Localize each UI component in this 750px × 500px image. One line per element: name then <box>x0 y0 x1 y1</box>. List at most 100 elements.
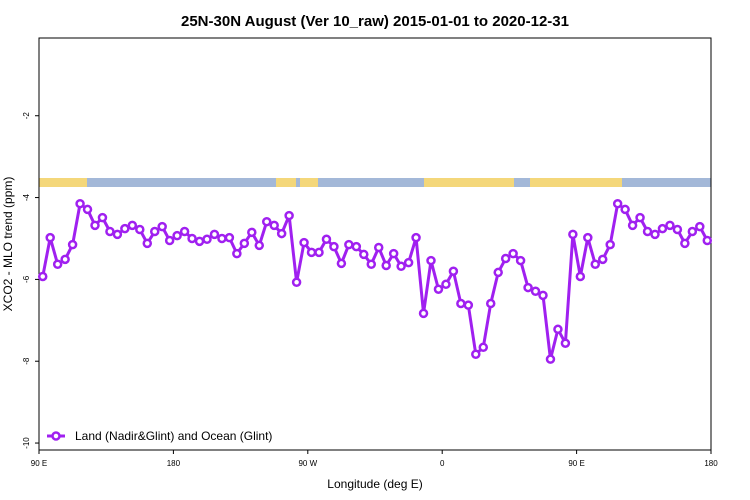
land-band <box>39 178 87 187</box>
point <box>411 232 421 243</box>
point <box>75 198 85 209</box>
y-tick-label: -6 <box>22 275 31 283</box>
point <box>299 237 309 248</box>
point <box>217 233 227 244</box>
ocean-band <box>39 178 711 187</box>
point <box>627 220 638 231</box>
point <box>187 233 197 244</box>
point <box>247 227 257 238</box>
point <box>291 277 302 288</box>
point <box>261 216 272 227</box>
x-tick-label: 180 <box>704 459 718 468</box>
x-tick-label: 90 E <box>568 459 584 468</box>
point <box>157 221 167 232</box>
x-tick-label: 90 W <box>298 459 317 468</box>
point <box>702 235 713 246</box>
point <box>448 266 459 276</box>
point <box>433 284 444 294</box>
point <box>67 239 78 250</box>
point <box>441 279 451 290</box>
point <box>478 342 489 353</box>
land-band <box>300 178 318 187</box>
point <box>90 220 100 231</box>
point <box>60 254 70 265</box>
point <box>127 220 138 231</box>
point <box>224 232 235 243</box>
point <box>605 239 615 250</box>
point <box>418 308 429 319</box>
point <box>120 223 130 234</box>
point <box>560 338 571 348</box>
point <box>538 290 548 301</box>
y-tick-label: -10 <box>22 437 31 449</box>
point <box>650 229 660 240</box>
point <box>456 298 466 309</box>
y-tick-label: -2 <box>22 112 31 120</box>
x-axis-label: Longitude (deg E) <box>327 477 422 491</box>
point <box>336 258 347 269</box>
point <box>597 254 608 265</box>
point <box>269 220 279 231</box>
point <box>276 228 287 239</box>
point <box>471 349 481 360</box>
y-tick-label: -8 <box>22 357 31 365</box>
point <box>620 204 630 215</box>
point <box>680 238 690 249</box>
point <box>232 248 242 259</box>
legend-label: Land (Nadir&Glint) and Ocean (Glint) <box>75 429 272 443</box>
point <box>523 282 533 293</box>
point <box>179 226 190 237</box>
point <box>695 221 705 232</box>
point <box>657 223 668 234</box>
point <box>135 224 145 235</box>
x-tick-label: 0 <box>440 459 445 468</box>
y-axis-label: XCO2 - MLO trend (ppm) <box>1 177 15 312</box>
point <box>239 238 250 249</box>
point <box>254 240 265 251</box>
point <box>321 234 332 245</box>
point <box>403 257 414 268</box>
point <box>381 260 391 271</box>
point <box>306 247 317 258</box>
point <box>314 247 324 258</box>
point <box>373 242 384 253</box>
point <box>583 232 593 243</box>
point <box>590 259 601 270</box>
point <box>284 210 294 221</box>
point <box>642 226 653 237</box>
point <box>112 229 123 240</box>
point <box>500 253 511 264</box>
point <box>344 239 354 250</box>
point <box>687 226 698 237</box>
point <box>508 248 518 259</box>
land-band <box>424 178 514 187</box>
point <box>164 235 175 246</box>
point <box>105 226 115 237</box>
x-tick-label: 180 <box>167 459 181 468</box>
y-tick-label: -4 <box>22 193 31 201</box>
point <box>545 354 556 364</box>
point <box>359 249 369 260</box>
land-band <box>530 178 622 187</box>
point <box>485 298 496 309</box>
point <box>209 229 220 240</box>
point <box>82 204 93 215</box>
point <box>612 198 623 209</box>
point <box>172 230 182 241</box>
point <box>366 259 377 270</box>
point <box>329 241 339 252</box>
plot-frame <box>38 37 712 451</box>
point <box>672 224 683 235</box>
legend-marker <box>51 431 61 441</box>
point <box>493 267 503 278</box>
point <box>37 271 48 282</box>
point <box>194 236 205 247</box>
land-ocean-band <box>39 178 711 187</box>
point <box>97 212 108 223</box>
point <box>396 261 406 272</box>
point <box>553 324 563 335</box>
point <box>45 232 55 243</box>
chart-title: 25N-30N August (Ver 10_raw) 2015-01-01 t… <box>181 13 569 30</box>
point <box>142 238 153 249</box>
